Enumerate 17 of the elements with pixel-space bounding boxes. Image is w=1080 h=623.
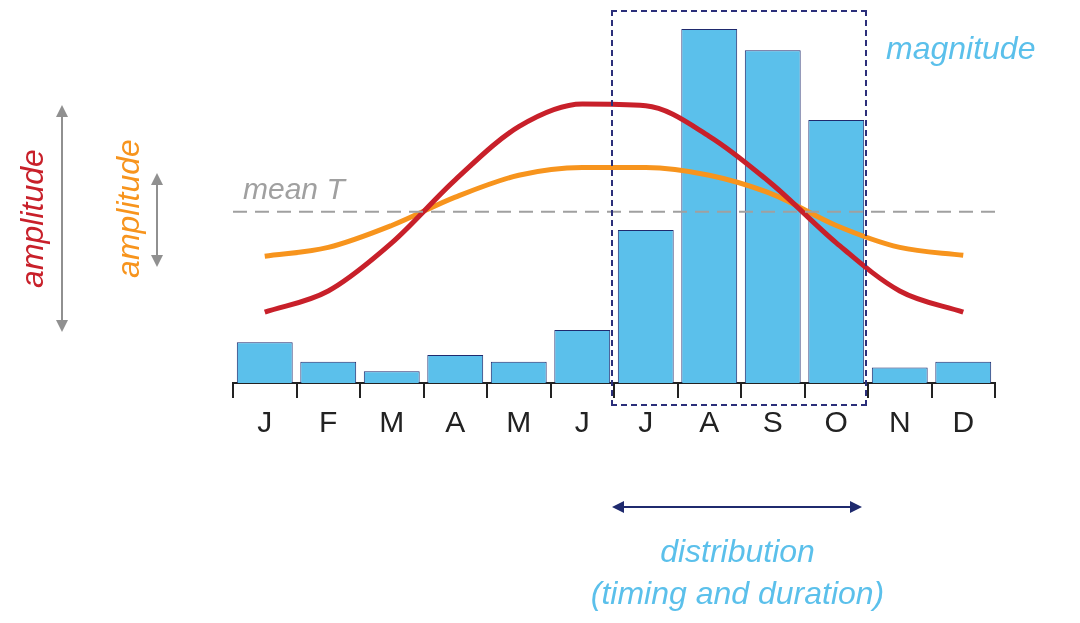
text: distribution (timing and duration) [589,532,886,613]
x-tick-label: J [574,405,590,439]
text: amplitude [13,148,51,289]
ref-line-label: mean T [243,172,348,206]
x-tick-label: J [257,405,273,439]
x-tick-label: F [319,405,338,439]
x-tick-label: N [888,405,911,439]
x-tick-label: J [638,405,654,439]
text: amplitude [109,138,147,279]
x-tick-label: O [824,405,848,439]
x-tick-label: M [379,405,405,439]
x-tick-label: D [952,405,975,439]
x-tick-label: M [506,405,532,439]
annotation: magnitude [886,30,1036,67]
x-tick-label: A [445,405,466,439]
x-tick-label: S [762,405,783,439]
x-tick-label: A [699,405,720,439]
